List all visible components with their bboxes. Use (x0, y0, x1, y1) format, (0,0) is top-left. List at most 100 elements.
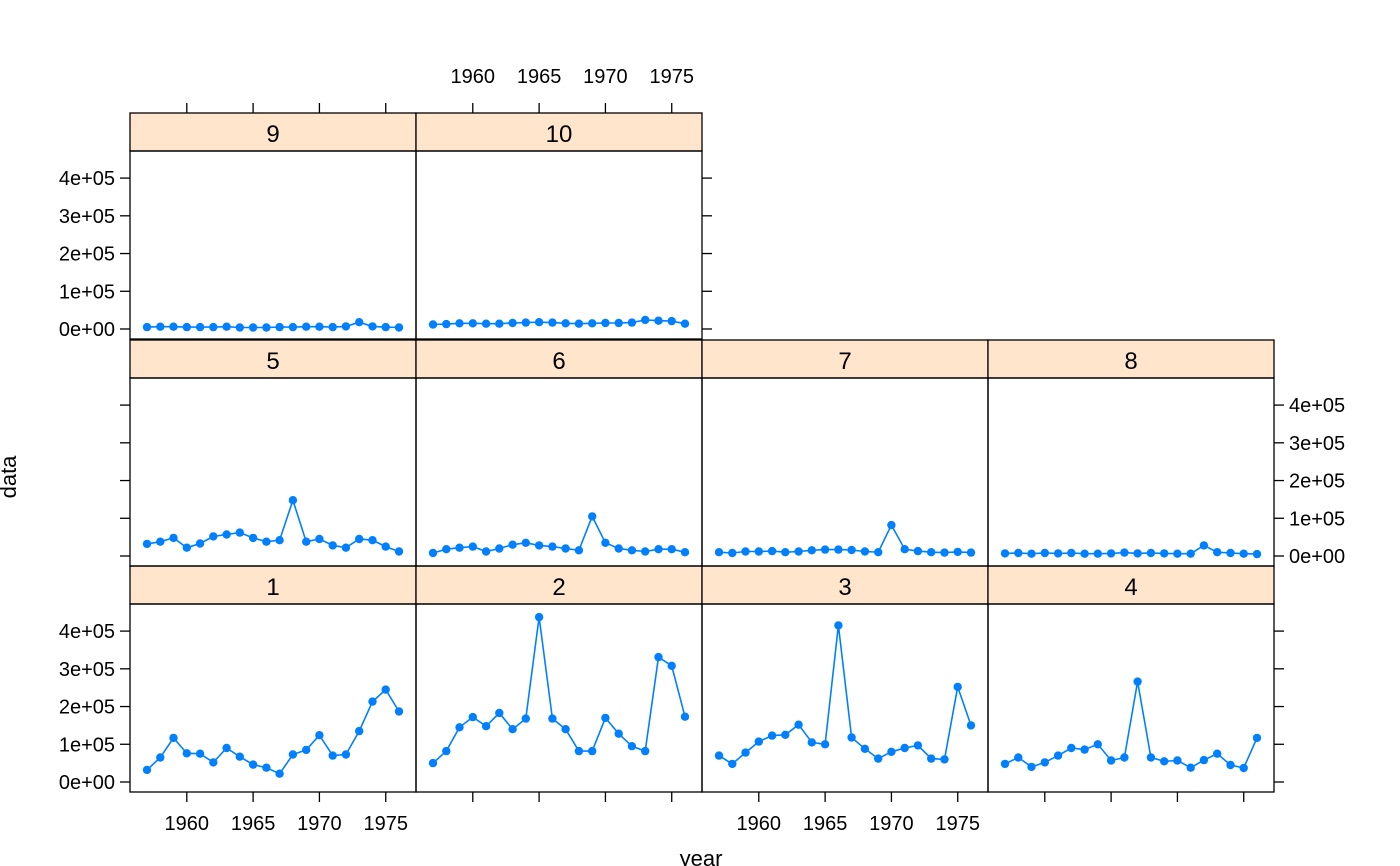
data-point (442, 545, 451, 554)
data-point (495, 544, 504, 553)
data-point (302, 745, 311, 755)
data-point (495, 708, 504, 718)
y-tick-label: 4e+05 (59, 621, 115, 643)
x-tick-label: 1975 (363, 813, 408, 835)
strip-label-5: 5 (266, 348, 279, 375)
y-tick-label: 2e+05 (1289, 471, 1345, 493)
y-tick-label: 2e+05 (59, 244, 115, 266)
data-point (1213, 548, 1222, 557)
data-point (574, 319, 584, 328)
data-point (156, 753, 165, 762)
x-tick-label: 1965 (231, 813, 276, 835)
data-point (481, 547, 491, 556)
data-point (1252, 733, 1262, 743)
data-point (641, 315, 650, 325)
data-point (1226, 548, 1235, 558)
data-point (548, 542, 557, 551)
data-point (455, 319, 464, 328)
data-point (142, 322, 152, 332)
data-point (368, 697, 377, 706)
data-point (288, 322, 298, 332)
data-point (341, 543, 351, 552)
data-point (860, 744, 870, 753)
data-point (195, 539, 205, 548)
data-point (794, 547, 803, 556)
data-point (534, 541, 544, 550)
y-tick-label: 1e+05 (59, 734, 115, 756)
data-point (142, 539, 152, 549)
data-point (927, 548, 936, 557)
data-point (302, 537, 311, 546)
data-point (1014, 753, 1023, 762)
data-point (927, 754, 936, 763)
y-tick-label: 3e+05 (59, 206, 115, 228)
panel-7: 7 (701, 339, 989, 567)
data-point (169, 733, 178, 743)
data-point (394, 707, 404, 716)
strip-label-9: 9 (266, 121, 279, 148)
strip-label-1: 1 (266, 574, 279, 601)
strip-5 (129, 339, 417, 379)
data-point (1133, 549, 1142, 558)
data-point (275, 769, 284, 778)
data-point (534, 612, 544, 622)
data-point (442, 319, 451, 329)
panel-frame-4 (987, 603, 1275, 793)
strip-9 (129, 112, 417, 152)
data-point (1080, 549, 1089, 558)
data-point (728, 759, 737, 769)
data-point (834, 621, 843, 630)
data-point (222, 743, 231, 753)
data-point (328, 541, 337, 550)
strip-label-2: 2 (552, 574, 565, 601)
strip-label-8: 8 (1124, 348, 1137, 375)
panel-8: 8 (987, 339, 1275, 567)
data-point (953, 682, 962, 692)
data-point (588, 746, 597, 756)
y-tick-label: 0e+00 (59, 319, 115, 341)
data-point (1252, 549, 1262, 559)
data-point (381, 685, 390, 694)
data-point (1239, 763, 1248, 773)
y-axis-label: data (0, 455, 21, 499)
data-point (508, 318, 517, 328)
data-point (680, 548, 690, 557)
data-point (209, 758, 218, 767)
data-point (481, 722, 491, 731)
data-point (468, 712, 477, 722)
data-point (614, 729, 623, 738)
data-point (1133, 677, 1142, 686)
y-tick-label: 1e+05 (1289, 508, 1345, 530)
data-point (1120, 548, 1129, 557)
data-point (561, 725, 570, 734)
data-point (561, 319, 570, 328)
data-point (548, 318, 557, 327)
data-point (209, 322, 218, 332)
data-point (315, 534, 324, 544)
data-point (860, 547, 870, 556)
data-point (627, 742, 637, 751)
data-point (1093, 549, 1103, 558)
data-point (1160, 549, 1169, 558)
panel-6: 6 (415, 339, 703, 567)
data-point (754, 737, 763, 746)
data-point (900, 545, 909, 554)
data-point (1040, 758, 1050, 767)
data-point (288, 496, 298, 505)
data-point (1040, 548, 1050, 558)
y-tick-label: 3e+05 (59, 659, 115, 681)
data-point (548, 714, 557, 723)
data-point (1186, 763, 1195, 772)
panel-frame-9 (129, 150, 417, 340)
strip-10 (415, 112, 703, 152)
panel-frame-3 (701, 603, 989, 793)
data-point (627, 546, 637, 555)
data-point (156, 537, 165, 546)
data-point (794, 720, 803, 729)
data-point (262, 763, 271, 772)
data-point (714, 751, 724, 760)
data-point (781, 730, 790, 739)
data-point (428, 320, 438, 329)
strip-label-3: 3 (838, 574, 851, 601)
